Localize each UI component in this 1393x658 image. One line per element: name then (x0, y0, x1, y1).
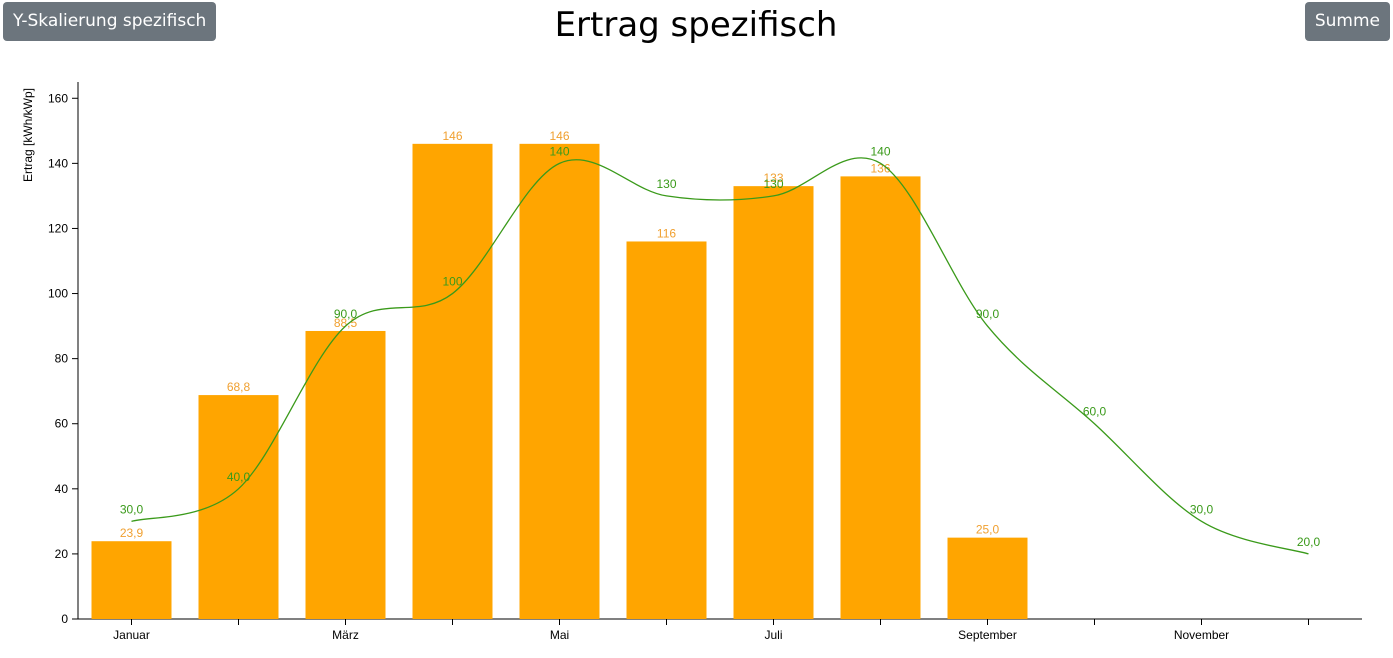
line-value-label: 130 (763, 177, 783, 191)
bar (91, 541, 172, 619)
line-value-label: 40,0 (227, 470, 251, 484)
bar-value-label: 68,8 (227, 380, 251, 394)
y-tick-label: 120 (48, 221, 68, 235)
bar (412, 143, 493, 619)
y-tick-label: 60 (55, 417, 69, 431)
y-tick-label: 20 (55, 547, 69, 561)
button[interactable]: Summe (1304, 2, 1390, 41)
line-value-label: 20,0 (1297, 535, 1321, 549)
line-value-label: 140 (549, 144, 569, 158)
bar (840, 176, 921, 619)
button[interactable]: Y-Skalierung spezifisch (3, 2, 217, 41)
bar-value-label: 88,5 (334, 316, 358, 330)
line-value-label: 90,0 (334, 307, 358, 321)
line-value-label: 100 (442, 275, 462, 289)
x-tick-label: Juli (764, 628, 782, 642)
x-tick-label: September (958, 628, 1017, 642)
line-value-label: 30,0 (1190, 502, 1214, 516)
line-value-label: 90,0 (976, 307, 1000, 321)
line-value-label: 130 (656, 177, 676, 191)
chart-title: Ertrag spezifisch (555, 5, 838, 45)
bar-value-label: 23,9 (120, 526, 144, 540)
x-tick-label: November (1174, 628, 1229, 642)
y-tick-label: 140 (48, 156, 68, 170)
x-tick-label: Januar (113, 628, 150, 642)
bar (947, 537, 1028, 619)
bar-value-label: 136 (870, 161, 890, 175)
line-value-label: 140 (870, 144, 890, 158)
y-axis-label: Ertrag [kWh/kWp] (21, 88, 35, 182)
bar-value-label: 133 (763, 171, 783, 185)
line-value-label: 60,0 (1083, 405, 1107, 419)
bar (519, 143, 600, 619)
bar-value-label: 25,0 (976, 523, 1000, 537)
bar-value-label: 146 (442, 129, 462, 143)
bar (198, 395, 279, 619)
y-tick-label: 100 (48, 287, 68, 301)
line-value-label: 30,0 (120, 502, 144, 516)
bar (305, 330, 386, 619)
bar-value-label: 146 (549, 129, 569, 143)
y-tick-label: 0 (61, 612, 68, 626)
bar-value-label: 116 (657, 226, 676, 240)
bar (733, 186, 814, 620)
x-tick-label: März (332, 628, 359, 642)
bar (626, 241, 707, 620)
y-tick-label: 80 (55, 352, 69, 366)
y-tick-label: 40 (55, 482, 69, 496)
y-tick-label: 160 (48, 91, 68, 105)
x-tick-label: Mai (550, 628, 569, 642)
line (131, 157, 1309, 555)
